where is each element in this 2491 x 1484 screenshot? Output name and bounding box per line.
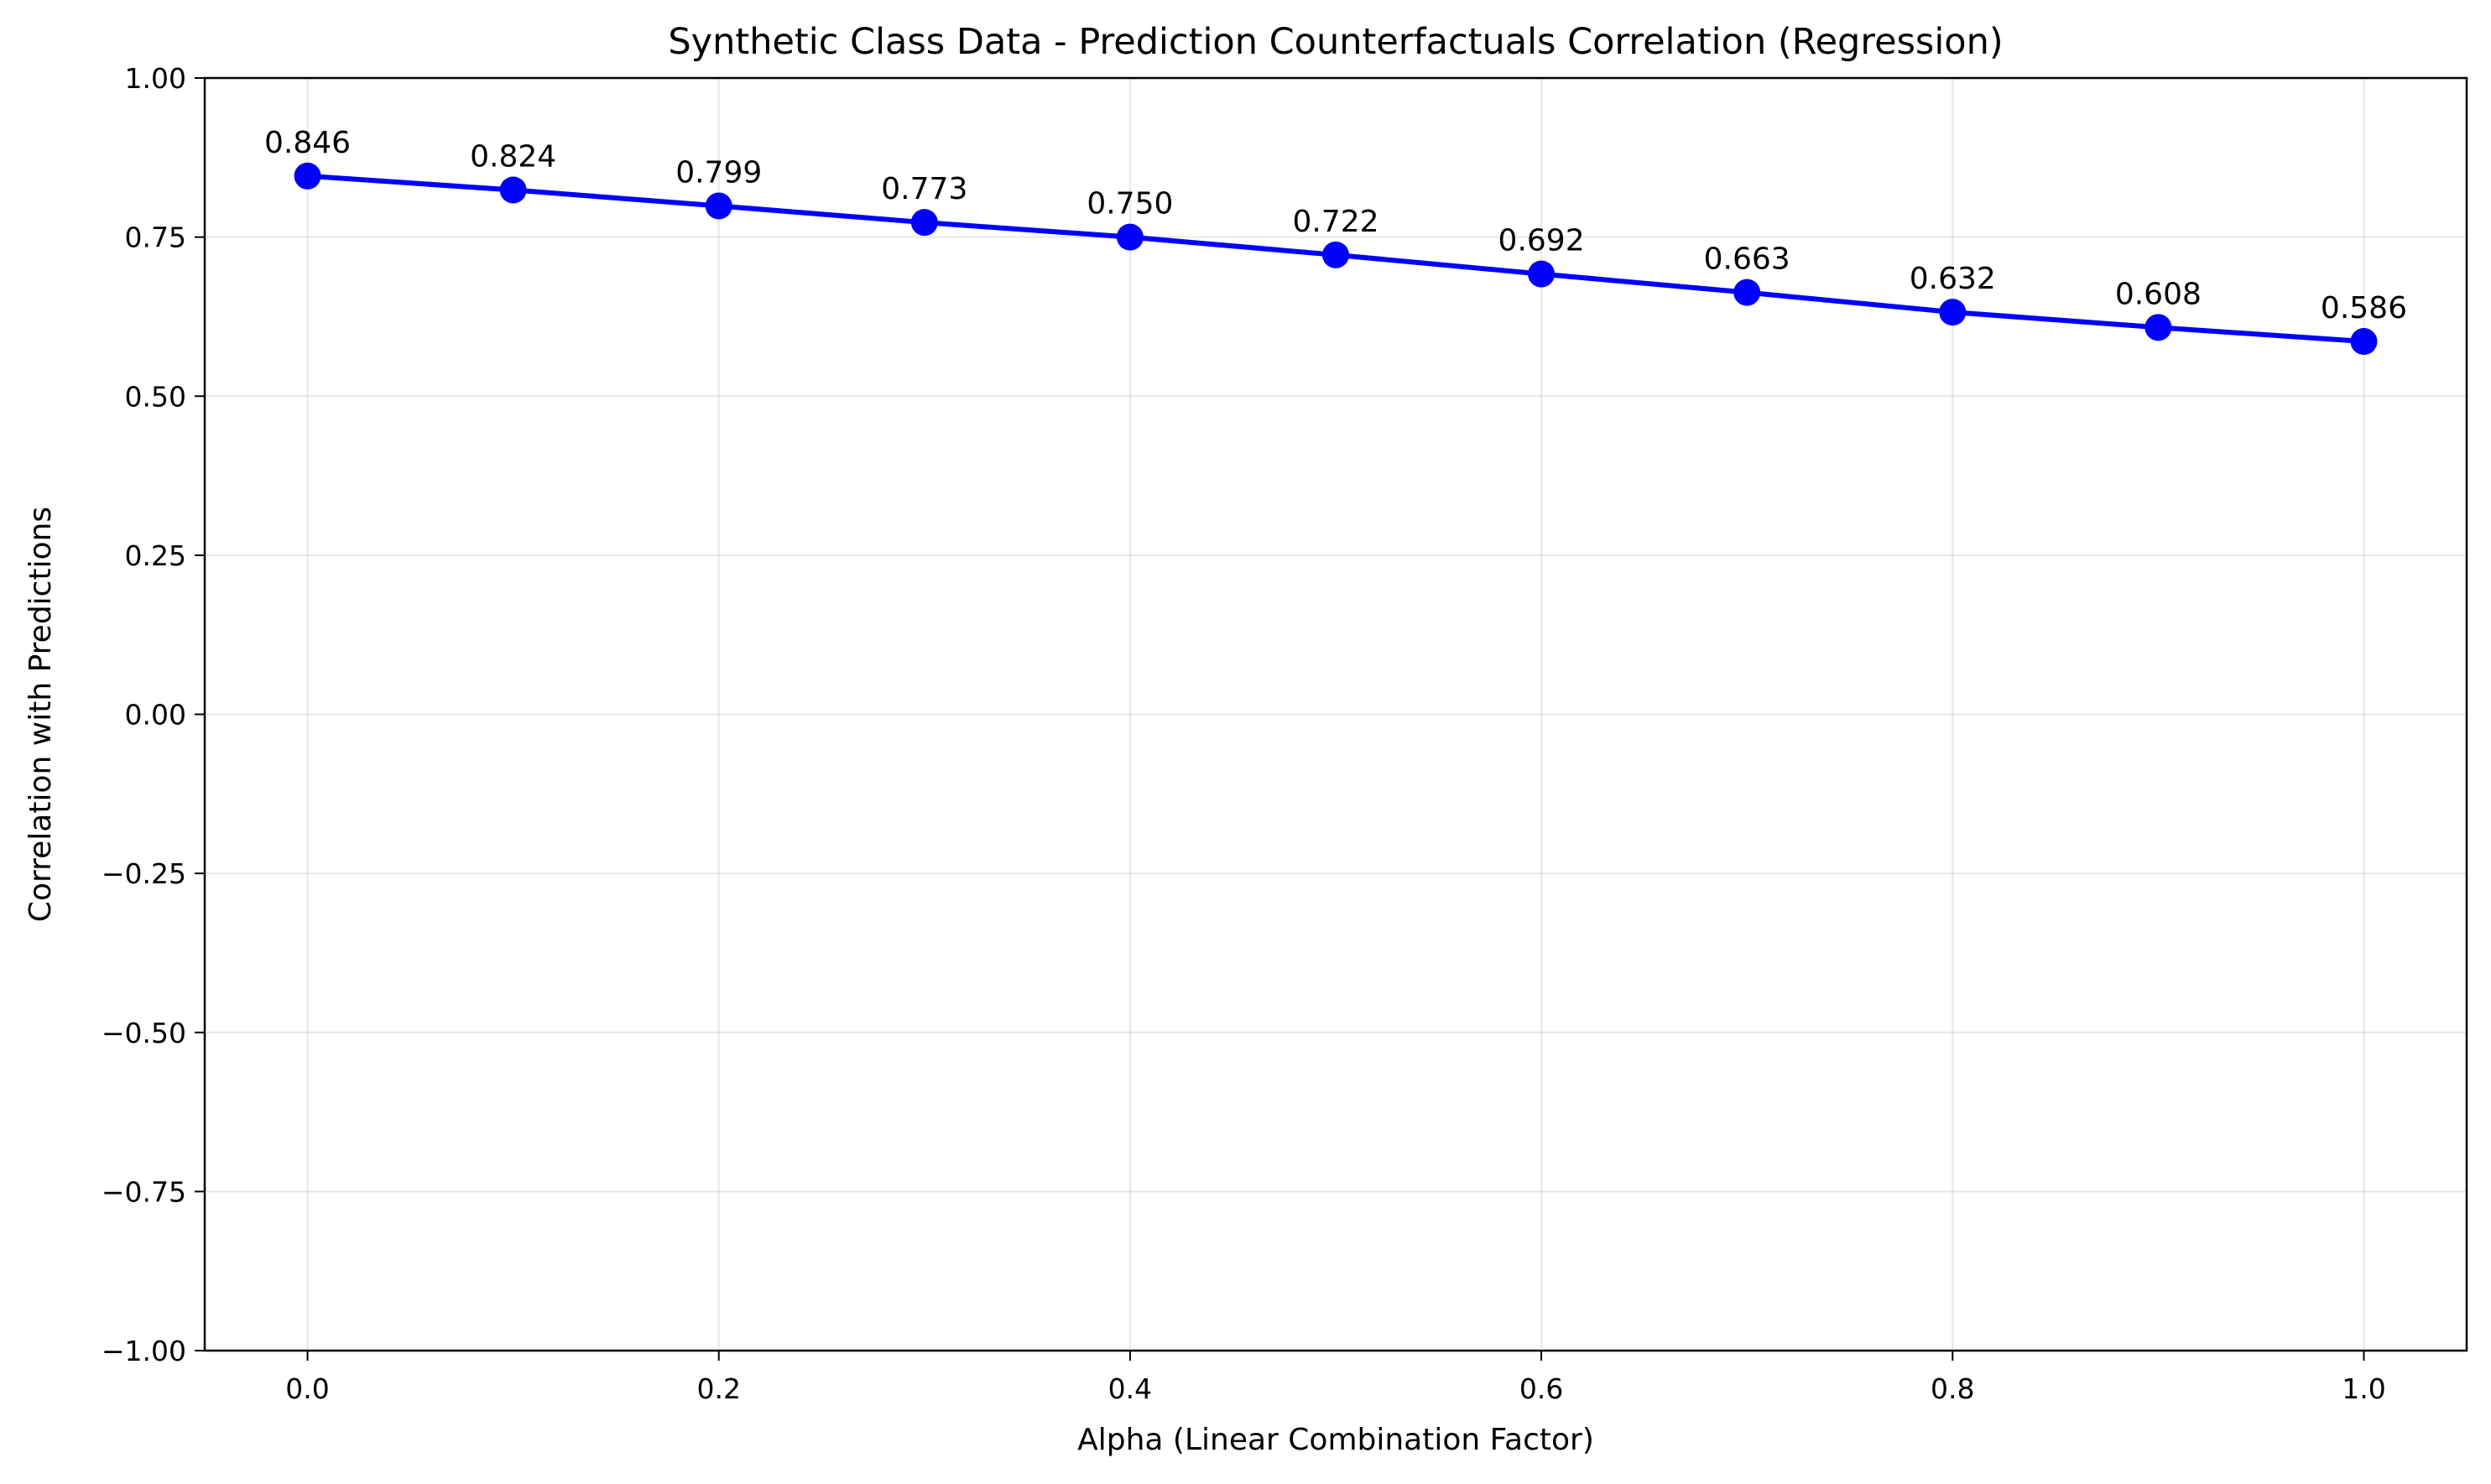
data-label: 0.663: [1704, 242, 1790, 277]
grid-lines: [205, 77, 2467, 1351]
data-label: 0.722: [1292, 205, 1378, 239]
data-label: 0.773: [881, 172, 967, 206]
y-tick-label: 1.00: [125, 62, 186, 95]
data-point: [294, 162, 321, 190]
x-tick-label: 0.2: [696, 1372, 740, 1405]
data-point: [2144, 314, 2172, 341]
data-label: 0.586: [2321, 291, 2407, 325]
data-label: 0.692: [1498, 224, 1585, 258]
chart-title: Synthetic Class Data - Prediction Counte…: [668, 21, 2003, 63]
x-tick-label: 0.8: [1931, 1372, 1974, 1405]
data-label: 0.632: [1910, 262, 1996, 296]
x-tick-label: 0.4: [1108, 1372, 1152, 1405]
x-axis-label: Alpha (Linear Combination Factor): [1077, 1423, 1594, 1457]
y-tick-label: −0.75: [102, 1175, 186, 1208]
x-tick-label: 0.6: [1519, 1372, 1563, 1405]
y-tick-label: −1.00: [102, 1335, 186, 1367]
data-point: [1733, 279, 1761, 306]
data-label: 0.799: [675, 155, 762, 190]
data-point: [1528, 260, 1556, 288]
data-point: [910, 209, 938, 237]
axis-ticks: 0.0 0.2 0.4 0.6 0.8 1.0 −1.00 −0.75 −0.50 −0.25 0.…: [102, 62, 2386, 1405]
data-point: [705, 192, 732, 220]
x-tick-label: 0.0: [285, 1372, 329, 1405]
y-axis-label: Correlation with Predictions: [23, 507, 58, 922]
data-label: 0.846: [264, 126, 351, 160]
data-label: 0.750: [1087, 187, 1173, 221]
y-tick-label: −0.50: [102, 1017, 186, 1049]
data-point: [499, 176, 527, 204]
y-tick-label: 0.50: [125, 380, 186, 413]
data-point: [2350, 328, 2378, 356]
series-layer: 0.846 0.824 0.799 0.773 0.750 0.722 0.692 0.663…: [264, 126, 2407, 356]
y-tick-label: 0.75: [125, 221, 186, 254]
y-tick-label: 0.25: [125, 539, 186, 572]
data-point: [1116, 223, 1144, 251]
data-label: 0.824: [470, 139, 556, 174]
x-tick-label: 1.0: [2342, 1372, 2385, 1405]
y-tick-label: −0.25: [102, 857, 186, 890]
data-point: [1939, 299, 1967, 326]
y-tick-label: 0.00: [125, 699, 186, 732]
data-point: [1322, 241, 1349, 268]
data-label: 0.608: [2115, 277, 2202, 311]
